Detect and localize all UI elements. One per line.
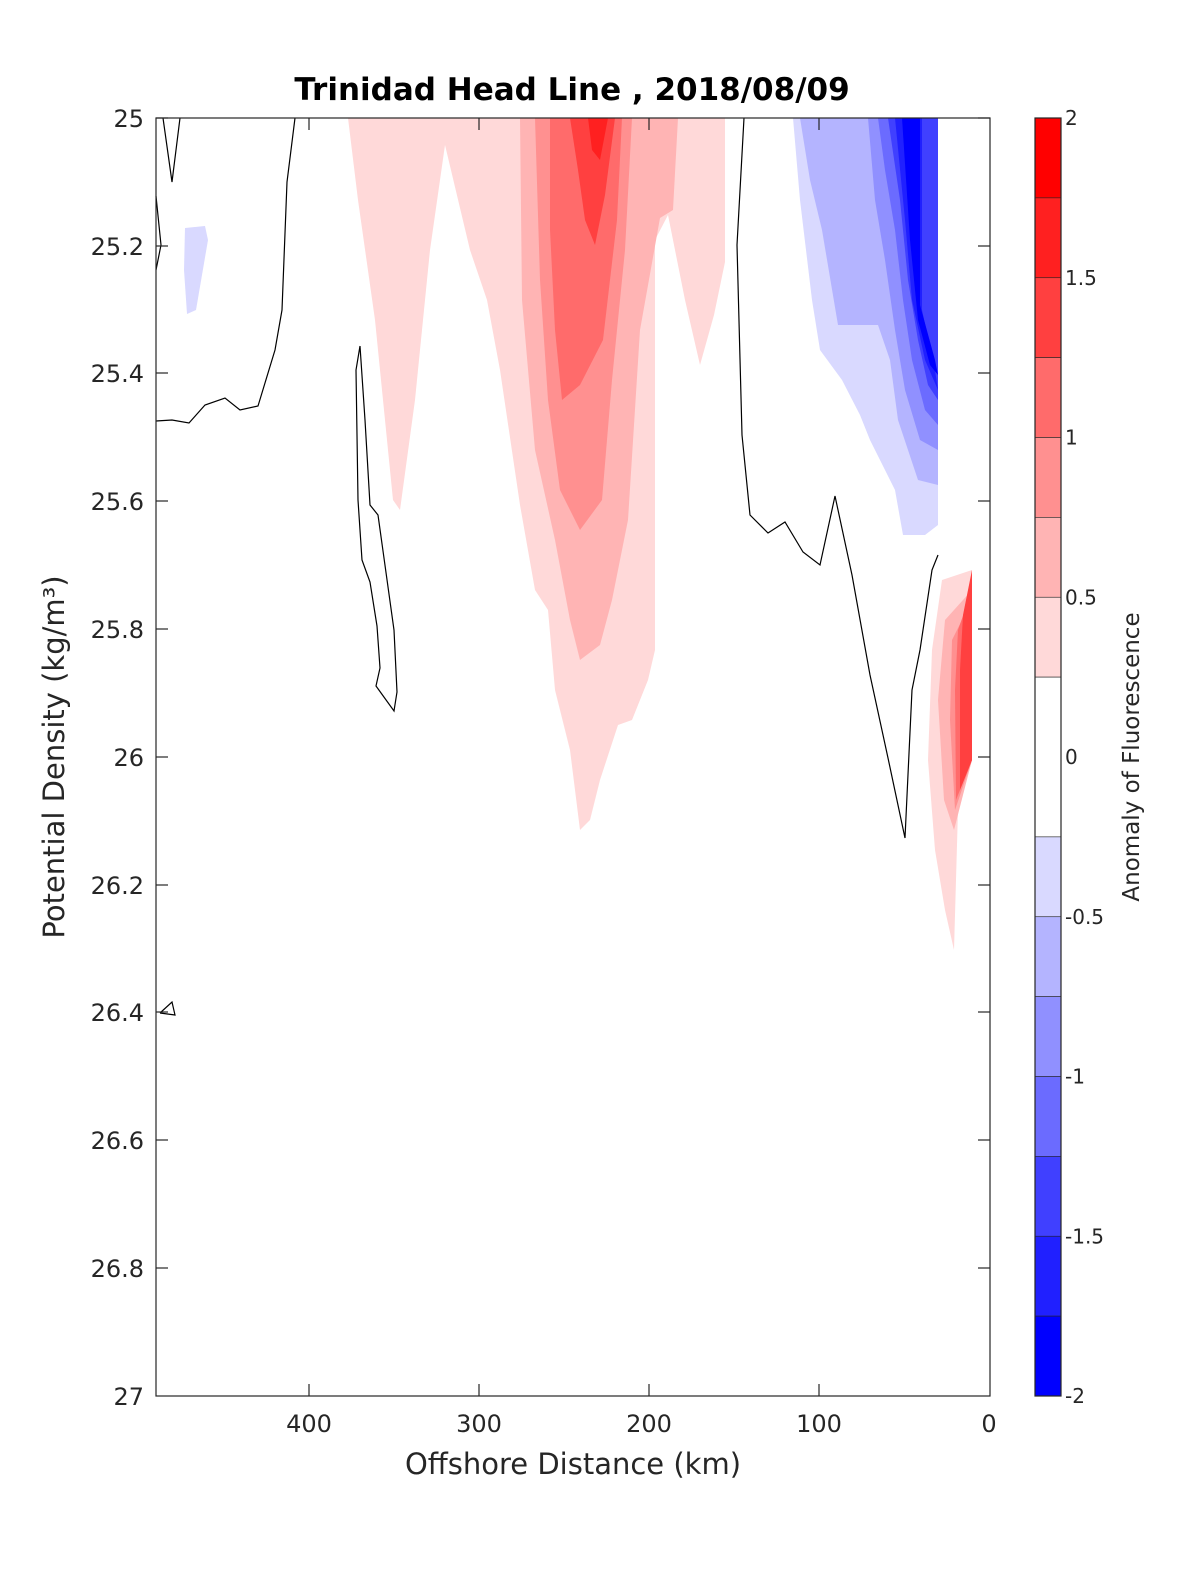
contour-line-deep-marker: [159, 1000, 176, 1016]
anomaly-region-negative-1.75: [902, 118, 938, 375]
y-tick-label: 25.6: [91, 488, 144, 516]
colorbar-band: [1034, 676, 1062, 838]
x-tick-label: 0: [981, 1410, 996, 1438]
colorbar-frame: [1034, 117, 1062, 1397]
colorbar-band: [1034, 197, 1062, 279]
x-tick-labels: 400 300 200 100 0: [286, 1410, 997, 1438]
contour-line-offshore-top: [162, 117, 181, 183]
colorbar-band: [1034, 357, 1062, 438]
y-tick-label: 25.8: [91, 616, 144, 644]
y-tick-label: 25.2: [91, 233, 144, 261]
colorbar-tick-label: -1: [1065, 1065, 1085, 1089]
y-axis-label: Potential Density (kg/m³): [37, 575, 71, 938]
anomaly-region-positive-1.25: [570, 118, 615, 245]
y-tick-label: 25: [113, 105, 144, 133]
colorbar-band: [1034, 596, 1062, 678]
colorbar: 2 1.5 1 0.5 0 -0.5 -1 -1.5 -2 Anomaly of Fluores…: [1034, 106, 1145, 1408]
y-tick-label: 25.4: [91, 360, 144, 388]
contour-line-narrow-loop: [355, 345, 398, 713]
colorbar-band: [1034, 117, 1062, 199]
plot-area: [155, 117, 991, 1397]
x-tick-label: 300: [456, 1410, 502, 1438]
zero-contours: [155, 117, 939, 1016]
colorbar-band: [1034, 1076, 1062, 1157]
x-tick-label: 400: [286, 1410, 332, 1438]
x-axis: [308, 118, 820, 1396]
colorbar-band: [1034, 1156, 1062, 1237]
y-tick-label: 26.8: [91, 1255, 144, 1283]
y-tick-label: 26.2: [91, 872, 144, 900]
colorbar-band: [1034, 437, 1062, 518]
colorbar-ticks: 2 1.5 1 0.5 0 -0.5 -1 -1.5 -2: [1065, 106, 1104, 1408]
colorbar-band: [1034, 1235, 1062, 1317]
colorbar-tick-label: -1.5: [1065, 1224, 1104, 1248]
colorbar-tick-label: -2: [1065, 1384, 1085, 1408]
colorbar-band: [1034, 277, 1062, 358]
chart-title: Trinidad Head Line , 2018/08/09: [294, 72, 849, 108]
y-tick-labels: 25 25.2 25.4 25.6 25.8 26 26.2 26.4 26.6…: [91, 105, 144, 1411]
anomaly-region-negative-offshore: [184, 226, 208, 314]
colorbar-band: [1034, 996, 1062, 1077]
colorbar-band: [1034, 1315, 1062, 1397]
colorbar-tick-label: 0: [1065, 745, 1078, 769]
y-tick-label: 26.4: [91, 999, 144, 1027]
x-axis-label: Offshore Distance (km): [405, 1447, 741, 1481]
colorbar-tick-label: 1.5: [1065, 266, 1097, 290]
colorbar-bands: [1034, 117, 1062, 1397]
y-tick-label: 27: [113, 1383, 144, 1411]
y-tick-label: 26.6: [91, 1127, 144, 1155]
y-axis: [156, 117, 990, 1269]
colorbar-label: Anomaly of Fluorescence: [1119, 612, 1145, 901]
colorbar-tick-label: 1: [1065, 426, 1078, 450]
colorbar-tick-label: -0.5: [1065, 905, 1104, 929]
x-tick-label: 200: [626, 1410, 672, 1438]
colorbar-band: [1034, 836, 1062, 918]
colorbar-tick-label: 0.5: [1065, 585, 1097, 609]
y-tick-label: 26: [113, 744, 144, 772]
contour-line-offshore-main: [155, 117, 296, 424]
colorbar-band: [1034, 517, 1062, 598]
anomaly-region-positive-1.5: [588, 118, 608, 160]
x-tick-label: 100: [796, 1410, 842, 1438]
colorbar-tick-label: 2: [1065, 106, 1078, 130]
contour-line-offshore-edge: [155, 195, 162, 271]
contour-line-nearshore: [736, 117, 939, 839]
anomaly-region-positive-nearshore-1.25: [960, 570, 972, 790]
colorbar-band: [1034, 916, 1062, 997]
